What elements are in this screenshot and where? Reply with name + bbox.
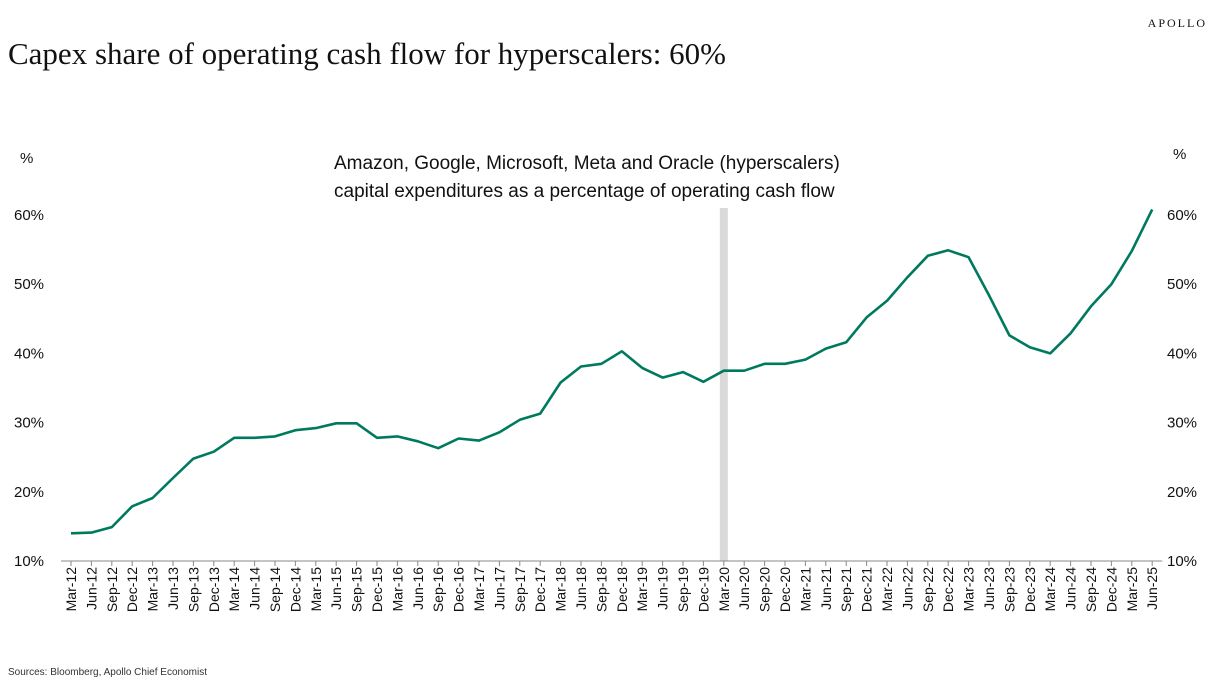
x-tick-label: Sep-21 xyxy=(838,567,854,612)
x-tick-label: Dec-18 xyxy=(614,567,630,612)
y-axis-left-label: % xyxy=(20,150,33,167)
x-tick-label: Sep-22 xyxy=(920,567,936,612)
x-tick-label: Dec-20 xyxy=(777,567,793,612)
y-tick-label-right: 50% xyxy=(1167,276,1197,293)
x-tick-label: Dec-16 xyxy=(451,567,467,612)
x-tick-label: Dec-21 xyxy=(859,567,875,612)
y-tick-label-left: 20% xyxy=(14,484,44,501)
chart-title: Capex share of operating cash flow for h… xyxy=(8,36,726,71)
x-tick-label: Jun-13 xyxy=(165,567,181,610)
x-tick-label: Mar-16 xyxy=(389,567,405,612)
x-tick-label: Sep-20 xyxy=(757,567,773,612)
y-tick-label-right: 40% xyxy=(1167,345,1197,362)
y-tick-label-left: 30% xyxy=(14,415,44,432)
x-tick-label: Jun-19 xyxy=(655,567,671,610)
brand-logo: APOLLO xyxy=(1147,16,1207,30)
x-tick-label: Jun-20 xyxy=(736,567,752,610)
x-tick-label: Sep-14 xyxy=(267,567,283,612)
x-tick-label: Jun-16 xyxy=(410,567,426,610)
x-tick-label: Sep-15 xyxy=(349,567,365,612)
x-tick-label: Mar-14 xyxy=(226,567,242,612)
x-tick-label: Dec-17 xyxy=(532,567,548,612)
x-tick-label: Mar-13 xyxy=(145,567,161,612)
y-tick-label-right: 10% xyxy=(1167,553,1197,570)
x-tick-label: Mar-21 xyxy=(797,567,813,612)
x-tick-label: Jun-15 xyxy=(328,567,344,610)
x-tick-label: Mar-15 xyxy=(308,567,324,612)
x-tick-label: Sep-23 xyxy=(1001,567,1017,612)
x-tick-label: Dec-15 xyxy=(369,567,385,612)
x-tick-label: Mar-12 xyxy=(63,567,79,612)
shaded-period-bar xyxy=(719,208,728,561)
y-axis-right-label: % xyxy=(1173,146,1186,163)
x-axis: Mar-12 Jun-12 Sep-12 Dec-12 Mar-13 Jun-13 Sep-… xyxy=(63,561,1160,612)
x-tick-label: Mar-18 xyxy=(553,567,569,612)
x-tick-label: Mar-25 xyxy=(1124,567,1140,612)
x-tick-label: Sep-24 xyxy=(1083,567,1099,612)
x-tick-label: Jun-14 xyxy=(247,567,263,610)
source-note: Sources: Bloomberg, Apollo Chief Economi… xyxy=(8,667,207,678)
x-tick-label: Jun-25 xyxy=(1144,567,1160,610)
x-tick-label: Dec-23 xyxy=(1022,567,1038,612)
y-tick-label-left: 40% xyxy=(14,345,44,362)
x-tick-label: Mar-20 xyxy=(716,567,732,612)
x-tick-label: Mar-23 xyxy=(961,567,977,612)
series-line xyxy=(70,208,1154,535)
x-tick-label: Dec-12 xyxy=(124,567,140,612)
x-tick-label: Jun-17 xyxy=(491,567,507,610)
y-axis-right: 10% 20% 30% 40% 50% 60% xyxy=(1167,207,1197,570)
annotation-line-1: Amazon, Google, Microsoft, Meta and Orac… xyxy=(334,153,840,174)
y-tick-label-left: 50% xyxy=(14,276,44,293)
x-tick-label: Sep-19 xyxy=(675,567,691,612)
x-tick-label: Sep-17 xyxy=(512,567,528,612)
y-tick-label-right: 60% xyxy=(1167,207,1197,224)
x-tick-label: Dec-14 xyxy=(287,567,303,612)
x-tick-label: Jun-18 xyxy=(573,567,589,610)
annotation-line-2: capital expenditures as a percentage of … xyxy=(334,181,835,202)
x-tick-label: Sep-18 xyxy=(593,567,609,612)
x-tick-label: Jun-21 xyxy=(818,567,834,610)
x-tick-label: Sep-13 xyxy=(185,567,201,612)
x-tick-label: Jun-23 xyxy=(981,567,997,610)
x-tick-label: Sep-12 xyxy=(104,567,120,612)
x-tick-label: Mar-24 xyxy=(1042,567,1058,612)
y-tick-label-left: 60% xyxy=(14,207,44,224)
y-axis-left: 10% 20% 30% 40% 50% 60% xyxy=(14,207,44,570)
x-tick-label: Mar-19 xyxy=(634,567,650,612)
x-tick-label: Jun-22 xyxy=(899,567,915,610)
x-tick-label: Jun-12 xyxy=(83,567,99,610)
y-tick-label-right: 30% xyxy=(1167,415,1197,432)
x-tick-label: Jun-24 xyxy=(1063,567,1079,610)
x-tick-label: Mar-22 xyxy=(879,567,895,612)
x-tick-label: Mar-17 xyxy=(471,567,487,612)
x-tick-label: Dec-24 xyxy=(1103,567,1119,612)
x-tick-label: Dec-22 xyxy=(940,567,956,612)
x-tick-label: Dec-13 xyxy=(206,567,222,612)
y-tick-label-left: 10% xyxy=(14,553,44,570)
x-tick-label: Dec-19 xyxy=(695,567,711,612)
y-tick-label-right: 20% xyxy=(1167,484,1197,501)
x-tick-label: Sep-16 xyxy=(430,567,446,612)
